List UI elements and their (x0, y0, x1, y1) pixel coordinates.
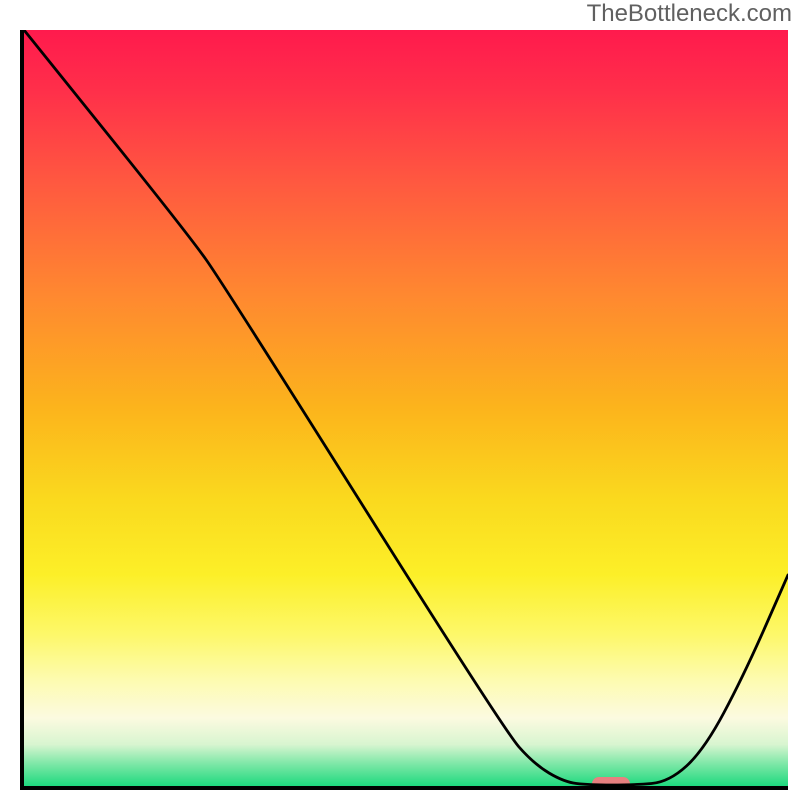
bottleneck-curve (24, 30, 788, 785)
plot-area (20, 30, 788, 790)
chart-container: TheBottleneck.com (0, 0, 800, 800)
curve-layer (24, 30, 788, 786)
watermark-text: TheBottleneck.com (587, 0, 792, 28)
